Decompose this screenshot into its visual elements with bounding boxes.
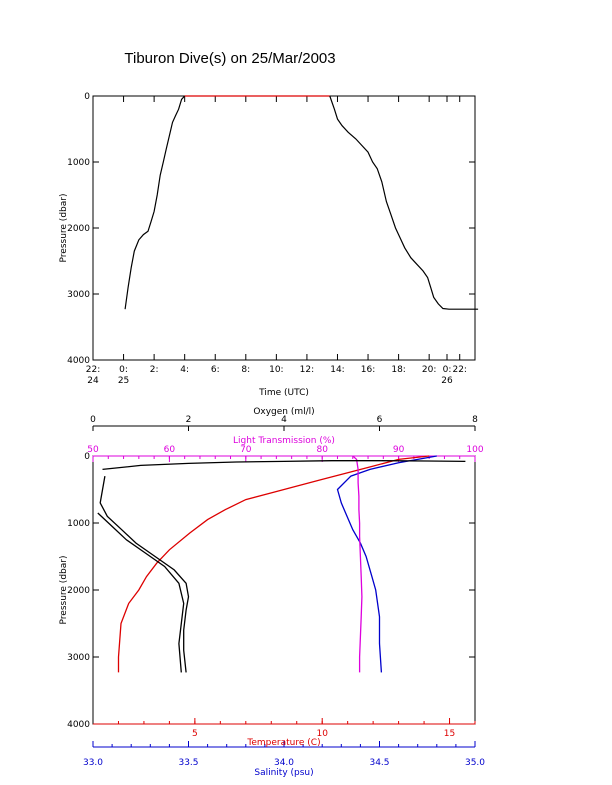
oxygen-axis-tick-label: 2 bbox=[186, 415, 192, 425]
profile-line bbox=[99, 475, 190, 673]
time-plot-xtick-label: 10: bbox=[269, 365, 283, 375]
profile-plot-ytick-label: 2000 bbox=[67, 586, 90, 596]
transmission-axis-tick-label: 80 bbox=[316, 445, 328, 455]
time-plot-xtick-label: 22: bbox=[452, 365, 466, 375]
salinity-axis-tick-label: 34.0 bbox=[274, 758, 294, 768]
profile-plot-frame bbox=[92, 455, 476, 725]
temperature-axis-label: Temperature (C) bbox=[246, 738, 320, 748]
time-plot-xtick-label: 6: bbox=[211, 365, 220, 375]
profile-line bbox=[336, 455, 437, 673]
profile-plot-ytick-label: 4000 bbox=[67, 720, 90, 730]
oxygen-axis-label: Oxygen (ml/l) bbox=[253, 407, 314, 417]
time-plot-ylabel: Pressure (dbar) bbox=[59, 194, 69, 263]
time-plot-xtick-label: 4: bbox=[180, 365, 189, 375]
time-plot-xtick-label: 26 bbox=[441, 376, 453, 386]
profile-line bbox=[117, 455, 430, 673]
time-plot-xtick-label: 14: bbox=[330, 365, 344, 375]
time-plot-xtick-label: 16: bbox=[361, 365, 375, 375]
time-plot-xtick-label: 25 bbox=[118, 376, 129, 386]
dive-track-line bbox=[329, 95, 479, 310]
salinity-axis-tick-label: 33.5 bbox=[178, 758, 198, 768]
transmission-axis-tick-label: 100 bbox=[466, 445, 483, 455]
time-plot-xtick-label: 0: bbox=[443, 365, 452, 375]
transmission-axis-label: Light Transmission (%) bbox=[233, 436, 335, 446]
profile-line bbox=[352, 455, 363, 673]
profile-plot-ylabel: Pressure (dbar) bbox=[59, 556, 69, 625]
salinity-axis-label: Salinity (psu) bbox=[254, 768, 313, 778]
time-plot-ytick-label: 3000 bbox=[67, 290, 90, 300]
time-plot-ytick-label: 0 bbox=[84, 92, 90, 102]
time-plot-xtick-label: 0: bbox=[119, 365, 128, 375]
time-plot-xtick-label: 24 bbox=[87, 376, 99, 386]
time-plot-xtick-label: 22: bbox=[86, 365, 100, 375]
transmission-axis-tick-label: 60 bbox=[164, 445, 176, 455]
salinity-axis-tick-label: 33.0 bbox=[83, 758, 103, 768]
temperature-axis-tick-label: 15 bbox=[444, 729, 455, 739]
time-plot-ytick-label: 4000 bbox=[67, 356, 90, 366]
transmission-axis-tick-label: 70 bbox=[240, 445, 252, 455]
profile-plot-ytick-label: 0 bbox=[84, 452, 90, 462]
time-plot-frame bbox=[92, 95, 476, 361]
transmission-axis-tick-label: 50 bbox=[87, 445, 99, 455]
oxygen-axis-tick-label: 8 bbox=[472, 415, 478, 425]
time-plot-xtick-label: 20: bbox=[422, 365, 436, 375]
oxygen-axis-tick-label: 4 bbox=[281, 415, 287, 425]
dive-track-line bbox=[124, 95, 186, 310]
time-plot-xtick-label: 2: bbox=[150, 365, 159, 375]
page-title: Tiburon Dive(s) on 25/Mar/2003 bbox=[124, 50, 336, 67]
time-plot-xtick-label: 18: bbox=[391, 365, 405, 375]
temperature-axis-tick-label: 10 bbox=[316, 729, 328, 739]
transmission-axis-tick-label: 90 bbox=[393, 445, 405, 455]
time-plot-xtick-label: 12: bbox=[300, 365, 314, 375]
salinity-axis-tick-label: 34.5 bbox=[369, 758, 389, 768]
oxygen-axis-tick-label: 6 bbox=[377, 415, 383, 425]
profile-plot-ytick-label: 1000 bbox=[67, 519, 90, 529]
profile-plot-ytick-label: 3000 bbox=[67, 653, 90, 663]
time-plot-xtick-label: 8: bbox=[241, 365, 250, 375]
oxygen-axis-tick-label: 0 bbox=[90, 415, 96, 425]
temperature-axis-tick-label: 5 bbox=[192, 729, 198, 739]
profile-line bbox=[102, 460, 466, 471]
time-plot-ytick-label: 1000 bbox=[67, 158, 90, 168]
time-plot-xlabel: Time (UTC) bbox=[258, 388, 309, 398]
profile-line bbox=[97, 512, 185, 673]
salinity-axis-tick-label: 35.0 bbox=[465, 758, 485, 768]
time-plot-ytick-label: 2000 bbox=[67, 224, 90, 234]
